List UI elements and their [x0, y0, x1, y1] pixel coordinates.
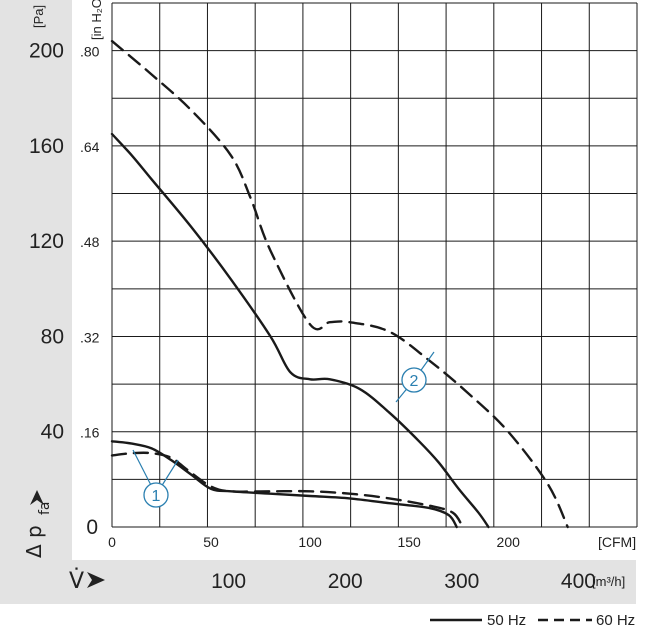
x-axis-arrow-icon: [87, 572, 105, 588]
x-tick-label-cfm: 0: [108, 534, 116, 550]
x-tick-label-cfm: 50: [203, 534, 219, 550]
x-tick-label-cfm: 100: [298, 534, 322, 550]
y-tick-label-in: .16: [80, 425, 100, 441]
curves: [110, 39, 569, 529]
y-axis-arrow-icon: [30, 490, 44, 505]
series-line-3: [110, 440, 458, 529]
annotation-2-label: 2: [410, 373, 419, 390]
y-axis-label: Δ p: [22, 525, 46, 558]
y-axis-title: Δ p fa: [22, 490, 53, 558]
annotation-1-circle: [143, 482, 169, 508]
x-tick-label-cfm: 150: [397, 534, 421, 550]
legend: 50 Hz 60 Hz: [430, 612, 635, 629]
y-tick-label-in: .32: [80, 329, 100, 345]
series-line-1: [110, 132, 490, 529]
series-line-2: [110, 39, 569, 529]
x-axis-label: V̇: [69, 568, 84, 594]
y-tick-label-pa: 80: [41, 325, 64, 348]
y-ticks-in: .16 .32 .48 .64 .80: [80, 44, 100, 441]
y-tick-label-pa: 120: [29, 230, 64, 253]
annotation-2: 2: [395, 351, 435, 403]
annotation-1: 1: [132, 449, 179, 508]
x-ticks-m3h: 100 200 300 400: [211, 570, 596, 593]
x-tick-label-m3h: 400: [561, 570, 596, 593]
x-unit-m3h: [m³/h]: [592, 574, 625, 589]
x-ticks-cfm: 0 50 100 150 200: [108, 534, 520, 550]
y-unit-pa: [Pa]: [31, 5, 46, 28]
legend-solid-label: 50 Hz: [487, 612, 526, 629]
grid: [111, 2, 638, 528]
plot-area: [112, 3, 637, 527]
annotation-1-label: 1: [152, 488, 161, 505]
x-tick-label-m3h: 100: [211, 570, 246, 593]
x-tick-label-cfm: 200: [497, 534, 521, 550]
y-unit-in: [in H₂O]: [89, 0, 104, 40]
y-tick-label-pa: 160: [29, 135, 64, 158]
annotation-2-circle: [401, 367, 427, 393]
y-tick-label-in: .48: [80, 234, 100, 250]
y-tick-label-pa: 0: [86, 516, 98, 539]
y-tick-label-in: .64: [80, 139, 100, 155]
legend-dashed-label: 60 Hz: [596, 612, 635, 629]
y-axis-label-sub: fa: [37, 501, 53, 515]
x-tick-label-m3h: 300: [444, 570, 479, 593]
y-ticks-pa: 0 40 80 120 160 200: [29, 40, 98, 539]
x-axis-band: [0, 560, 636, 604]
x-tick-label-m3h: 200: [328, 570, 363, 593]
y-tick-label-in: .80: [80, 44, 100, 60]
x-unit-cfm: [CFM]: [598, 534, 636, 550]
y-tick-label-pa: 200: [29, 40, 64, 63]
y-tick-label-pa: 40: [41, 421, 64, 444]
y-axis-band: [0, 0, 72, 560]
